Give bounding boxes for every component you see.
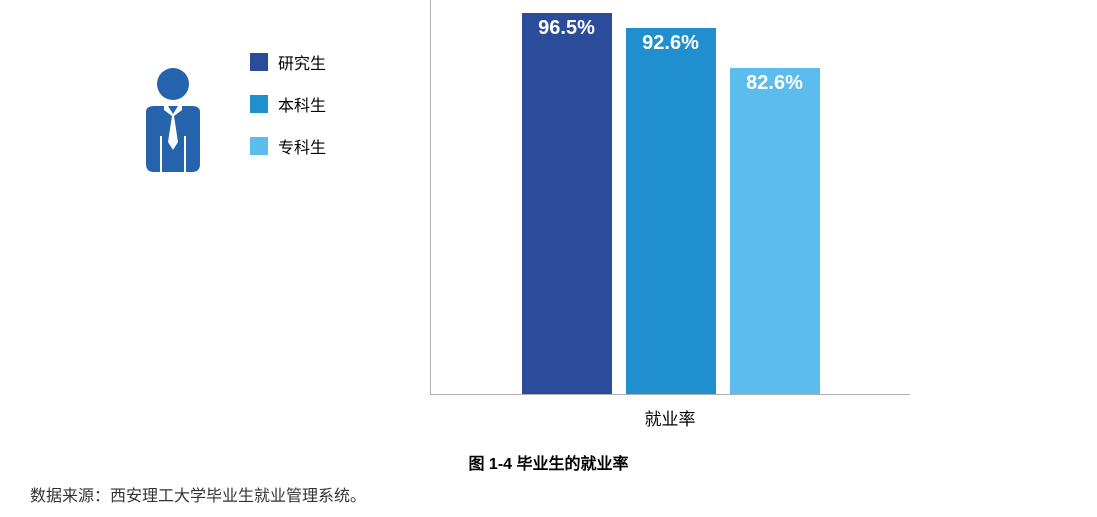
bar: 92.6% bbox=[626, 28, 716, 394]
bar-value-label: 82.6% bbox=[730, 72, 820, 95]
source-text: 西安理工大学毕业生就业管理系统。 bbox=[110, 488, 366, 505]
legend-label: 研究生 bbox=[278, 50, 326, 74]
legend-swatch bbox=[250, 95, 268, 113]
chart-area: 研究生 本科生 专科生 96.5% 92.6% 82.6% 就业率 bbox=[0, 0, 1097, 420]
x-axis-label: 就业率 bbox=[430, 405, 910, 430]
bar-value-label: 96.5% bbox=[522, 17, 612, 40]
bar: 96.5% bbox=[522, 13, 612, 394]
legend-item: 专科生 bbox=[250, 134, 326, 158]
legend-label: 专科生 bbox=[278, 134, 326, 158]
legend: 研究生 本科生 专科生 bbox=[250, 50, 326, 176]
bar: 82.6% bbox=[730, 68, 820, 394]
legend-label: 本科生 bbox=[278, 92, 326, 116]
legend-item: 本科生 bbox=[250, 92, 326, 116]
source-prefix: 数据来源： bbox=[30, 488, 110, 505]
legend-item: 研究生 bbox=[250, 50, 326, 74]
businessman-icon bbox=[138, 64, 208, 174]
plot-area: 96.5% 92.6% 82.6% bbox=[430, 0, 910, 395]
legend-swatch bbox=[250, 137, 268, 155]
bars-container: 96.5% 92.6% 82.6% bbox=[431, 0, 910, 394]
data-source: 数据来源：西安理工大学毕业生就业管理系统。 bbox=[30, 482, 366, 506]
figure-caption: 图 1-4 毕业生的就业率 bbox=[0, 450, 1097, 474]
bar-value-label: 92.6% bbox=[626, 32, 716, 55]
legend-swatch bbox=[250, 53, 268, 71]
